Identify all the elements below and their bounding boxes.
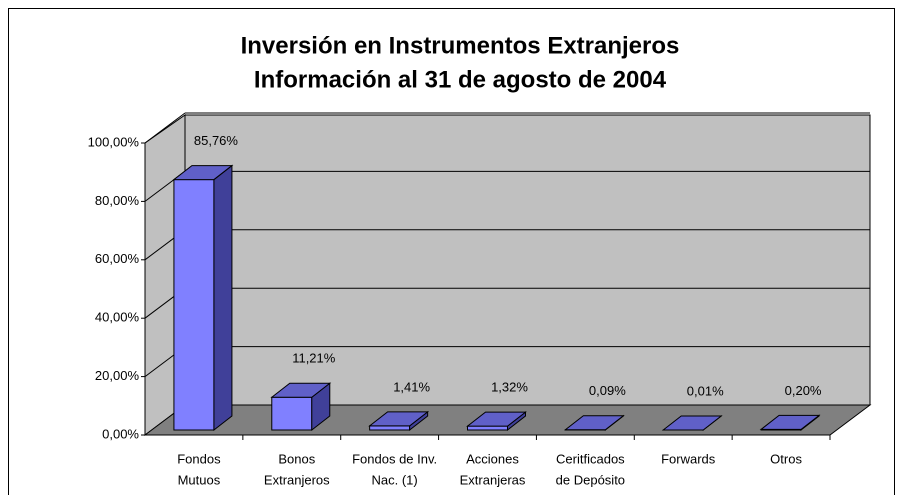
data-label: 85,76%: [194, 133, 239, 148]
bar: [368, 410, 430, 432]
bar: [270, 382, 332, 432]
data-label: 0,01%: [687, 383, 724, 398]
x-tick-label: Ceritficados: [556, 451, 625, 466]
y-tick-label: 80,00%: [95, 193, 140, 208]
x-tick-label: Nac. (1): [372, 472, 418, 487]
bar-front: [369, 425, 411, 431]
data-label: 1,32%: [491, 380, 528, 395]
x-tick-label: Extranjeros: [264, 472, 330, 487]
data-label: 11,21%: [292, 351, 336, 366]
chart-title: Inversión en Instrumentos Extranjeros: [241, 32, 680, 59]
bar-top: [661, 415, 723, 431]
bar-front: [271, 396, 313, 431]
x-tick-label: Acciones: [466, 451, 519, 466]
bar: [759, 414, 821, 432]
bar-top: [466, 411, 527, 427]
bar-top: [172, 165, 234, 181]
y-tick-label: 0,00%: [102, 426, 139, 441]
bar: [661, 414, 723, 432]
chart-subtitle: Información al 31 de agosto de 2004: [254, 66, 667, 93]
y-tick-label: 20,00%: [95, 368, 140, 383]
bar-top: [270, 382, 332, 398]
x-tick-label: Fondos: [177, 451, 221, 466]
y-tick-label: 100,00%: [88, 134, 140, 149]
x-tick-label: Otros: [770, 451, 802, 466]
y-tick-label: 40,00%: [95, 310, 140, 325]
data-label: 0,09%: [589, 383, 626, 398]
x-tick-label: de Depósito: [556, 472, 625, 487]
x-tick-label: Mutuos: [178, 472, 221, 487]
bar-front: [467, 425, 508, 431]
bar: [563, 414, 625, 432]
x-tick-label: Extranjeras: [460, 472, 526, 487]
bar-front: [173, 179, 215, 431]
bar: [466, 411, 527, 432]
data-label: 1,41%: [393, 379, 430, 394]
bar-top: [368, 411, 430, 427]
back-wall: [184, 114, 871, 406]
x-tick-label: Bonos: [278, 451, 315, 466]
bar-top: [563, 415, 625, 431]
x-tick-label: Fondos de Inv.: [352, 451, 437, 466]
grid-line: [144, 112, 186, 144]
y-tick-label: 60,00%: [95, 251, 140, 266]
data-label: 0,20%: [785, 383, 822, 398]
x-tick-label: Forwards: [661, 451, 716, 466]
bar-side: [213, 164, 233, 432]
bar-top: [759, 414, 821, 430]
bar: [172, 164, 234, 432]
